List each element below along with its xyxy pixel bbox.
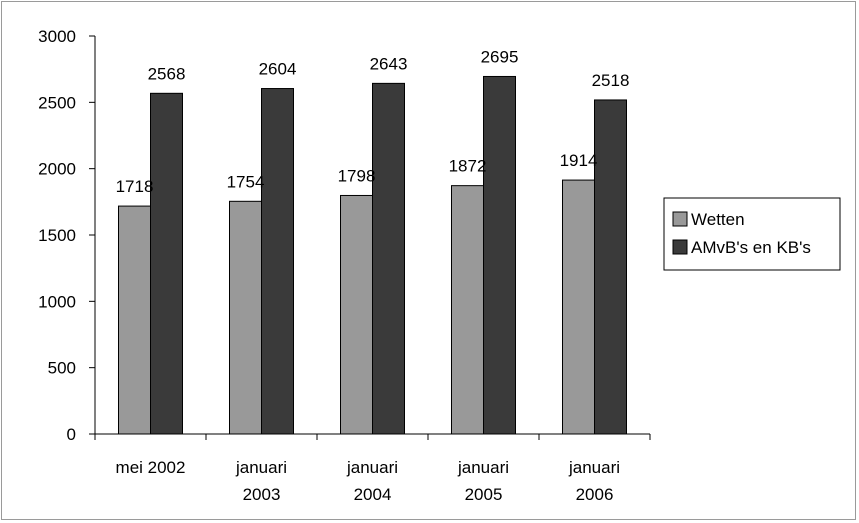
bars — [118, 75, 627, 435]
bar-amvbs-en-kbs — [594, 99, 627, 435]
legend-swatch — [672, 239, 688, 255]
y-tick-label: 0 — [67, 425, 76, 444]
data-label: 1872 — [449, 157, 487, 176]
y-tick-label: 500 — [48, 359, 76, 378]
bar-wetten — [340, 194, 373, 435]
x-category-label: mei 2002 — [116, 458, 186, 477]
x-category-label: 2006 — [576, 485, 614, 504]
data-label: 1798 — [338, 166, 376, 185]
bar-amvbs-en-kbs — [483, 75, 516, 435]
bar-wetten — [118, 205, 151, 435]
bar-wetten — [451, 185, 484, 435]
x-category-label: januari — [568, 458, 620, 477]
x-category-label: 2003 — [243, 485, 281, 504]
y-tick-label: 2500 — [38, 93, 76, 112]
data-label: 1754 — [227, 172, 265, 191]
legend-swatch — [672, 211, 688, 227]
data-label: 2568 — [148, 64, 186, 83]
bar-wetten — [562, 179, 595, 435]
legend-box — [663, 197, 841, 271]
data-label: 1914 — [560, 151, 598, 170]
bar-amvbs-en-kbs — [372, 82, 405, 435]
legend-label: Wetten — [691, 210, 745, 229]
bar-amvbs-en-kbs — [261, 88, 294, 435]
y-tick-label: 3000 — [38, 27, 76, 46]
data-label: 2643 — [370, 54, 408, 73]
data-labels: 1718 2568 1754 2604 1798 2643 1872 2695 1914 2518 — [116, 47, 630, 196]
y-tick-label: 1500 — [38, 226, 76, 245]
x-axis: mei 2002 januari 2003 januari 2004 januari 200… — [94, 433, 651, 504]
x-category-label: januari — [457, 458, 509, 477]
legend-label: AMvB's en KB's — [691, 238, 811, 257]
x-category-label: januari — [235, 458, 287, 477]
data-label: 2518 — [592, 71, 630, 90]
legend: Wetten AMvB's en KB's — [663, 197, 841, 271]
data-label: 1718 — [116, 177, 154, 196]
y-tick-label: 1000 — [38, 292, 76, 311]
bar-amvbs-en-kbs — [150, 92, 183, 435]
y-tick-label: 2000 — [38, 160, 76, 179]
x-category-label: 2004 — [354, 485, 392, 504]
x-category-label: 2005 — [465, 485, 503, 504]
data-label: 2695 — [481, 47, 519, 66]
data-label: 2604 — [259, 60, 297, 79]
x-category-label: januari — [346, 458, 398, 477]
y-axis: 0 500 1000 1500 2000 2500 3000 — [38, 27, 96, 444]
bar-wetten — [229, 200, 262, 435]
